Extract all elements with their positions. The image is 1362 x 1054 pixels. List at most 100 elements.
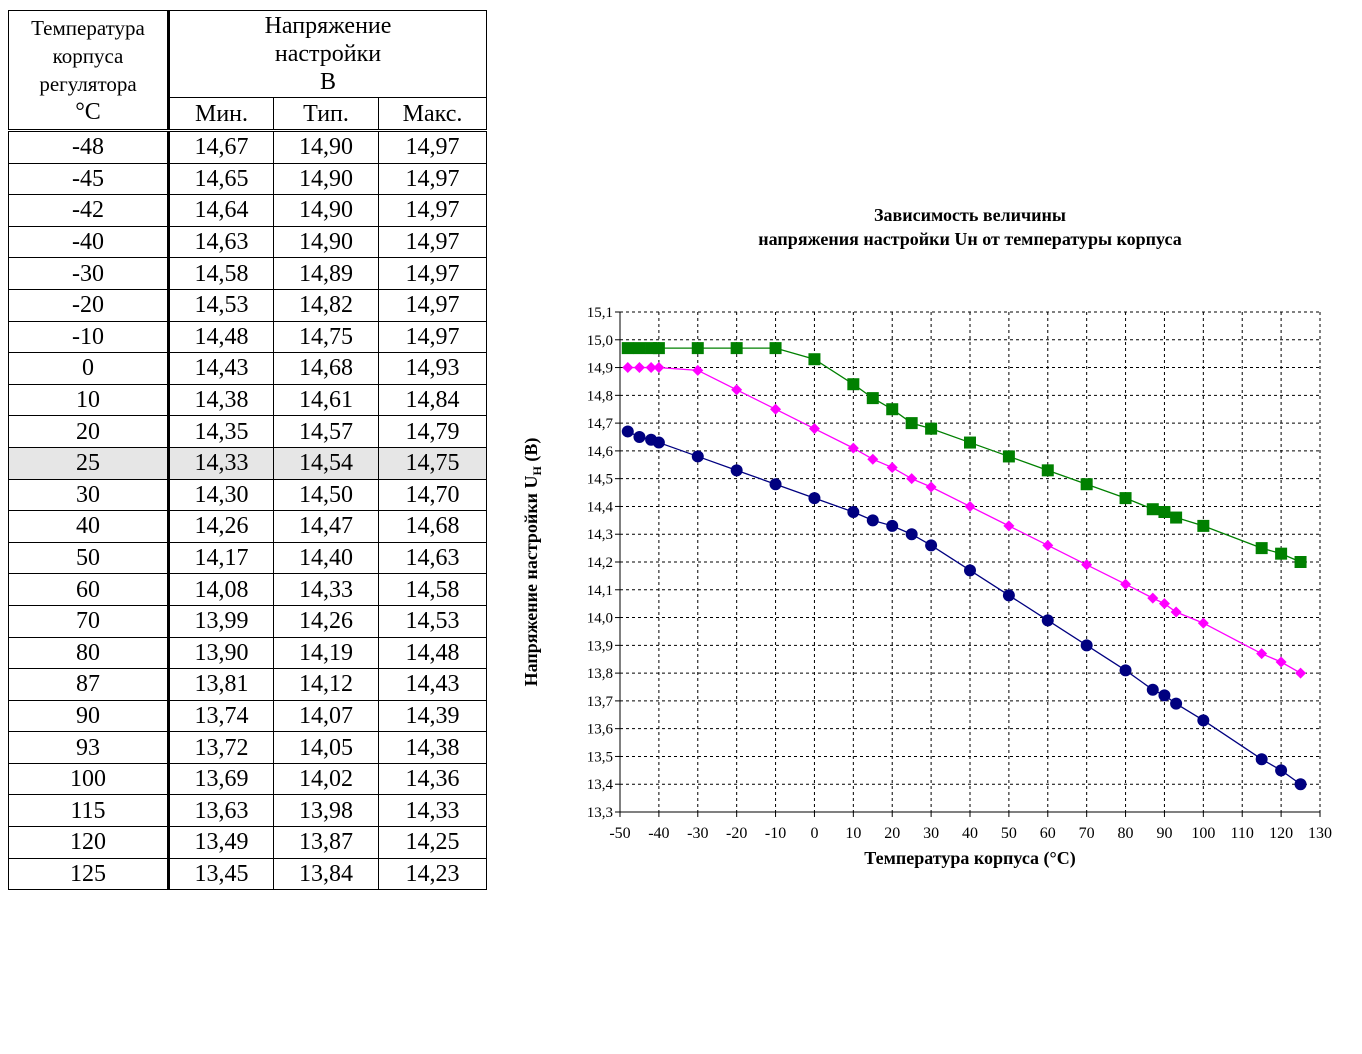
y-tick-label: 15,0 (587, 333, 613, 349)
data-point-square (866, 392, 879, 405)
voltage-cell: 13,49 (168, 826, 274, 859)
chart-title-line: Зависимость величины (874, 205, 1066, 225)
table-row: 20 14,35 14,57 14,79 (8, 415, 487, 448)
data-point-diamond (964, 500, 976, 512)
data-point-diamond (906, 473, 918, 485)
voltage-cell: 14,48 (168, 320, 274, 354)
table-row: 100 13,69 14,02 14,36 (8, 762, 487, 796)
voltage-cell: 14,50 (273, 478, 379, 512)
table-row: 40 14,26 14,47 14,68 (8, 510, 487, 543)
data-point-diamond (886, 462, 898, 474)
y-tick-label: 14,9 (587, 361, 613, 377)
data-point-circle (652, 436, 665, 449)
temperature-cell: 70 (8, 604, 170, 638)
data-point-circle (1041, 614, 1054, 627)
voltage-cell: 14,26 (273, 604, 379, 638)
voltage-cell: 14,05 (273, 731, 379, 764)
data-point-square (633, 342, 646, 355)
voltage-cell: 14,75 (378, 446, 487, 480)
data-point-circle (847, 506, 860, 518)
voltage-cell: 14,53 (168, 288, 274, 322)
table-row: 10 14,38 14,61 14,84 (8, 383, 487, 417)
temperature-cell: 87 (8, 668, 170, 701)
data-point-square (886, 403, 899, 416)
x-tick-label: 10 (845, 825, 861, 842)
y-axis-label-main: Напряжение настройки U (521, 475, 541, 686)
table-row: 125 13,45 13,84 14,23 (8, 857, 487, 891)
x-tick-label: 110 (1231, 825, 1254, 842)
x-tick-label: -10 (765, 825, 786, 842)
voltage-cell: 14,40 (273, 541, 379, 575)
voltage-cell: 13,98 (273, 794, 379, 828)
voltage-cell: 14,75 (273, 320, 379, 354)
voltage-cell: 14,35 (168, 415, 274, 448)
data-point-diamond (770, 403, 782, 415)
data-point-diamond (925, 481, 937, 493)
data-point-diamond (1042, 539, 1054, 551)
chart-title-line: напряжения настройки Uн от температуры к… (758, 229, 1181, 249)
y-tick-label: 14,0 (587, 611, 613, 627)
table-row: 93 13,72 14,05 14,38 (8, 731, 487, 764)
x-tick-label: -50 (609, 825, 630, 842)
y-tick-label: 14,3 (587, 527, 613, 543)
table-row: 0 14,43 14,68 14,93 (8, 352, 487, 385)
voltage-cell: 14,53 (378, 604, 487, 638)
voltage-chart: 13,3 13,4 13,5 13,6 13,7 13,8 13,9 14,0 14,1 14,2… (521, 205, 1332, 869)
x-tick-label: -30 (687, 825, 708, 842)
data-point-square (621, 342, 634, 355)
temperature-cell: -30 (8, 257, 170, 290)
voltage-cell: 14,97 (378, 162, 487, 196)
x-tick-label: 40 (962, 825, 978, 842)
x-tick-label: 100 (1191, 825, 1215, 842)
voltage-cell: 14,43 (378, 668, 487, 701)
y-axis-label-subscript: Н (530, 465, 544, 475)
voltage-cell: 14,97 (378, 129, 487, 164)
voltage-header-line: настройки (274, 41, 382, 68)
y-tick-label: 13,8 (587, 666, 613, 682)
data-point-diamond (653, 362, 665, 374)
data-point-square (652, 342, 665, 355)
temperature-cell: 100 (8, 762, 170, 796)
data-point-diamond (1295, 667, 1307, 679)
data-point-diamond (731, 384, 743, 396)
table-row: -10 14,48 14,75 14,97 (8, 320, 487, 354)
voltage-cell: 14,97 (378, 288, 487, 322)
x-tick-label: 30 (923, 825, 939, 842)
column-header: Мин. (168, 97, 274, 131)
data-point-square (730, 342, 743, 355)
y-tick-label: 13,5 (587, 749, 613, 765)
voltage-cell: 14,25 (378, 826, 487, 859)
temperature-cell: 50 (8, 541, 170, 575)
data-point-circle (925, 539, 938, 552)
table-row: 80 13,90 14,19 14,48 (8, 636, 487, 670)
temperature-cell: 30 (8, 478, 170, 512)
data-point-circle (1119, 664, 1132, 677)
data-point-circle (730, 464, 743, 477)
data-point-circle (808, 492, 821, 505)
data-point-diamond (1170, 606, 1182, 618)
data-point-circle (1197, 714, 1210, 727)
voltage-cell: 14,54 (273, 446, 379, 480)
voltage-cell: 14,26 (168, 510, 274, 543)
data-point-circle (769, 478, 782, 491)
temperature-cell: 125 (8, 857, 170, 891)
temperature-cell: 90 (8, 699, 170, 733)
voltage-cell: 14,97 (378, 225, 487, 259)
table-row: -42 14,64 14,90 14,97 (8, 194, 487, 227)
temperature-cell: -10 (8, 320, 170, 354)
data-point-square (925, 422, 938, 435)
column-header: Тип. (273, 97, 379, 131)
temp-header: Температура корпуса регулятора °C (8, 10, 170, 131)
temperature-cell: -42 (8, 194, 170, 227)
y-tick-label: 13,4 (587, 777, 614, 793)
x-tick-label: 20 (884, 825, 900, 842)
data-point-diamond (1197, 617, 1209, 629)
data-point-square (1080, 478, 1093, 491)
voltage-cell: 14,17 (168, 541, 274, 575)
data-point-square (1158, 506, 1171, 518)
voltage-cell: 14,90 (273, 129, 379, 164)
temperature-cell: -48 (8, 129, 170, 164)
voltage-cell: 13,87 (273, 826, 379, 859)
voltage-cell: 14,68 (378, 510, 487, 543)
y-tick-label: 15,1 (587, 305, 613, 321)
